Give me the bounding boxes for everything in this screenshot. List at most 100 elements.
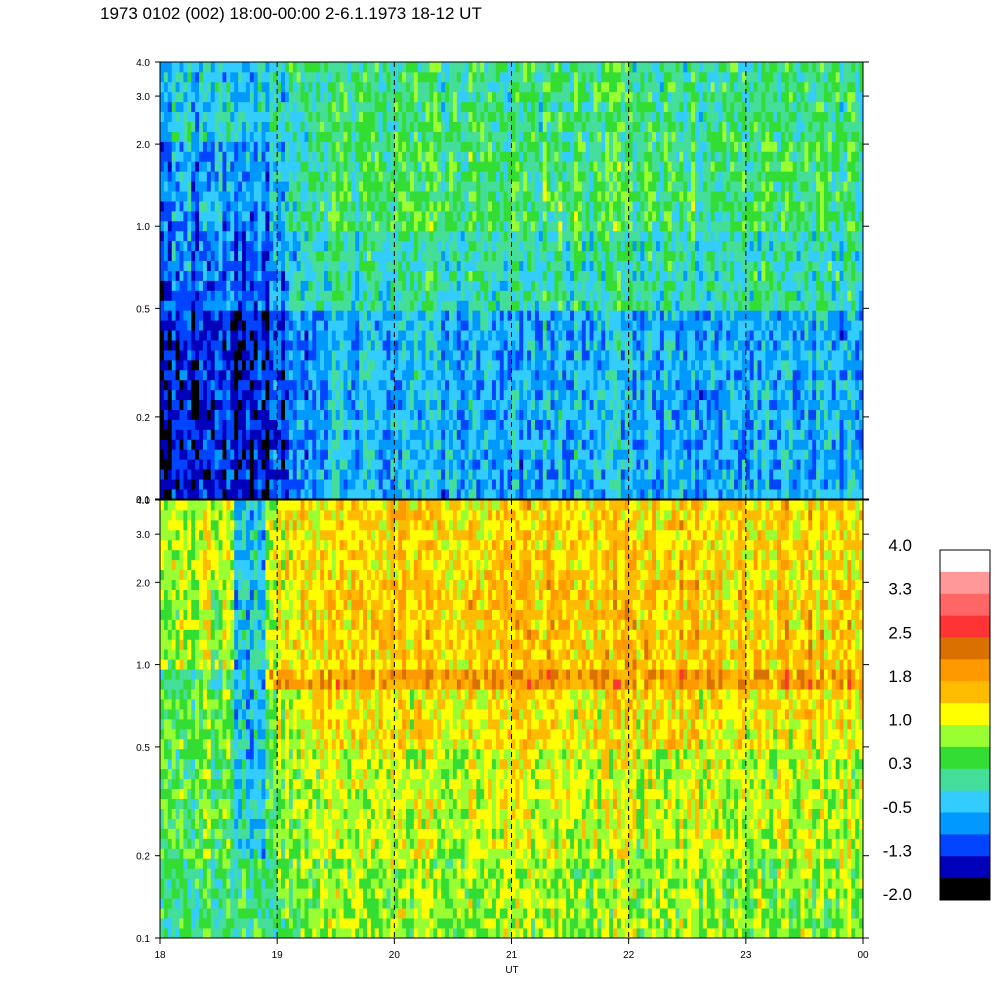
spectrogram-cell (429, 181, 434, 192)
spectrogram-cell (542, 250, 548, 262)
spectrogram-cell (573, 439, 579, 450)
spectrogram-cell (531, 91, 536, 103)
spectrogram-cell (597, 479, 602, 490)
spectrogram-cell (476, 290, 481, 301)
spectrogram-cell (460, 340, 466, 351)
spectrogram-cell (437, 280, 442, 291)
spectrogram-cell (253, 71, 259, 83)
spectrogram-cell (308, 389, 313, 401)
spectrogram-cell (245, 280, 251, 291)
spectrogram-cell (175, 131, 180, 142)
spectrogram-cell (523, 91, 528, 103)
spectrogram-cell (488, 359, 493, 371)
spectrogram-cell (300, 230, 305, 242)
spectrogram-cell (538, 300, 544, 311)
spectrogram-cell (222, 449, 227, 460)
spectrogram-cell (566, 369, 571, 381)
spectrogram-cell (199, 449, 204, 460)
spectrogram-cell (206, 439, 212, 450)
spectrogram-cell (511, 270, 516, 281)
spectrogram-cell (171, 151, 177, 162)
spectrogram-cell (351, 91, 356, 103)
spectrogram-cell (370, 369, 376, 381)
spectrogram-cell (277, 290, 282, 301)
spectrogram-cell (366, 409, 372, 420)
spectrogram-cell (163, 62, 169, 73)
spectrogram-cell (542, 379, 548, 391)
spectrogram-cell (359, 340, 364, 351)
spectrogram-cell (519, 161, 524, 172)
spectrogram-cell (503, 389, 508, 401)
spectrogram-cell (281, 280, 286, 291)
spectrogram-cell (495, 171, 501, 182)
spectrogram-cell (499, 300, 505, 311)
spectrogram-cell (288, 359, 294, 371)
spectrogram-cell (179, 191, 184, 202)
spectrogram-cell (460, 469, 466, 480)
spectrogram-cell (593, 171, 598, 182)
spectrogram-cell (374, 81, 380, 93)
spectrogram-cell (382, 141, 387, 152)
spectrogram-cell (390, 161, 395, 172)
spectrogram-cell (386, 379, 391, 391)
spectrogram-cell (304, 350, 309, 361)
spectrogram-cell (581, 469, 587, 480)
spectrogram-cell (366, 330, 372, 341)
spectrogram-cell (175, 310, 180, 321)
spectrogram-cell (167, 359, 173, 371)
spectrogram-cell (249, 230, 255, 242)
spectrogram-cell (370, 330, 376, 341)
spectrogram-cell (460, 369, 466, 381)
spectrogram-cell (320, 439, 325, 450)
spectrogram-cell (566, 131, 571, 142)
spectrogram-cell (347, 290, 352, 301)
spectrogram-cell (222, 389, 227, 401)
spectrogram-cell (515, 121, 520, 132)
spectrogram-cell (429, 379, 434, 391)
spectrogram-cell (335, 429, 341, 440)
spectrogram-cell (222, 81, 227, 93)
spectrogram-cell (421, 290, 426, 301)
spectrogram-cell (476, 270, 481, 281)
spectrogram-cell (558, 191, 563, 202)
spectrogram-cell (406, 310, 411, 321)
spectrogram-cell (222, 350, 227, 361)
spectrogram-cell (183, 71, 188, 83)
spectrogram-cell (292, 359, 298, 371)
spectrogram-cell (390, 121, 395, 132)
spectrogram-cell (480, 300, 485, 311)
spectrogram-cell (429, 300, 434, 311)
spectrogram-cell (312, 191, 317, 202)
spectrogram-cell (421, 220, 426, 232)
spectrogram-cell (445, 340, 450, 351)
spectrogram-cell (523, 151, 528, 162)
spectrogram-cell (179, 439, 184, 450)
spectrogram-cell (265, 250, 270, 262)
spectrogram-cell (167, 379, 173, 391)
spectrogram-cell (464, 300, 469, 311)
spectrogram-cell (538, 230, 544, 242)
spectrogram-cell (308, 62, 313, 73)
spectrogram-cell (472, 389, 477, 401)
spectrogram-cell (394, 479, 399, 490)
spectrogram-cell (234, 320, 239, 331)
spectrogram-cell (456, 439, 462, 450)
spectrogram-cell (296, 290, 301, 301)
spectrogram-cell (230, 330, 235, 341)
spectrogram-cell (257, 489, 262, 500)
spectrogram-cell (562, 131, 567, 142)
spectrogram-cell (531, 161, 536, 172)
spectrogram-cell (413, 250, 419, 262)
spectrogram-cell (519, 91, 524, 103)
spectrogram-cell (335, 449, 341, 460)
spectrogram-cell (503, 91, 508, 103)
spectrogram-cell (366, 71, 372, 83)
spectrogram-cell (515, 340, 520, 351)
spectrogram-cell (429, 280, 434, 291)
spectrogram-cell (570, 429, 575, 440)
spectrogram-cell (390, 379, 395, 391)
spectrogram-cell (398, 479, 403, 490)
spectrogram-cell (214, 101, 219, 113)
spectrogram-cell (499, 369, 505, 381)
spectrogram-cell (206, 449, 212, 460)
